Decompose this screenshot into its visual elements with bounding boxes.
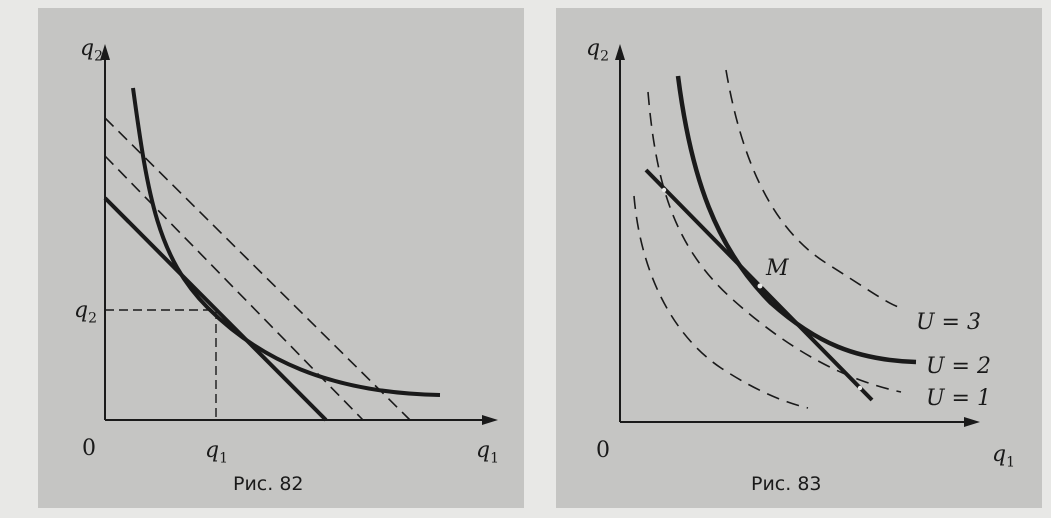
x-axis-label: q1 <box>476 438 500 467</box>
curve-label-u3: U = 3 <box>916 310 981 335</box>
point-m-label: M <box>766 256 789 281</box>
indifference-curve-u2 <box>675 75 917 365</box>
y-axis-arrow <box>100 44 110 60</box>
y-axis-label: q2 <box>586 36 610 65</box>
intersection-point-left <box>661 187 667 193</box>
budget-line-solid <box>103 196 328 422</box>
budget-line-dashed-2 <box>104 117 411 421</box>
x-axis-arrow <box>482 415 498 425</box>
q1-tick-label: q1 <box>205 438 229 467</box>
indifference-curve-outer <box>725 69 902 309</box>
figure-82-panel: q2 q1 0 q2 q1 Рис. 82 <box>38 8 524 508</box>
figure-82-diagram <box>100 44 498 425</box>
figure-caption: Рис. 83 <box>751 473 822 495</box>
point-m <box>757 283 763 289</box>
q2-tick-label: q2 <box>74 298 98 327</box>
figure-caption: Рис. 82 <box>233 473 304 495</box>
figure-83-diagram <box>615 44 980 427</box>
x-axis-arrow <box>964 417 980 427</box>
curve-label-u1: U = 1 <box>926 386 991 411</box>
origin-label: 0 <box>596 438 610 463</box>
indifference-curve-inner <box>633 195 809 409</box>
figure-83-panel: q2 q1 0 M U = 3 U = 2 U = 1 Рис. 83 <box>556 8 1042 508</box>
indifference-curve-u1 <box>647 91 902 393</box>
indifference-curve <box>131 87 441 397</box>
x-axis-label: q1 <box>992 442 1016 471</box>
y-axis-label: q2 <box>80 36 104 65</box>
origin-label: 0 <box>82 436 96 461</box>
budget-line-dashed-1 <box>104 155 364 421</box>
curve-label-u2: U = 2 <box>926 354 991 379</box>
intersection-point-right <box>857 385 863 391</box>
y-axis-arrow <box>615 44 625 60</box>
